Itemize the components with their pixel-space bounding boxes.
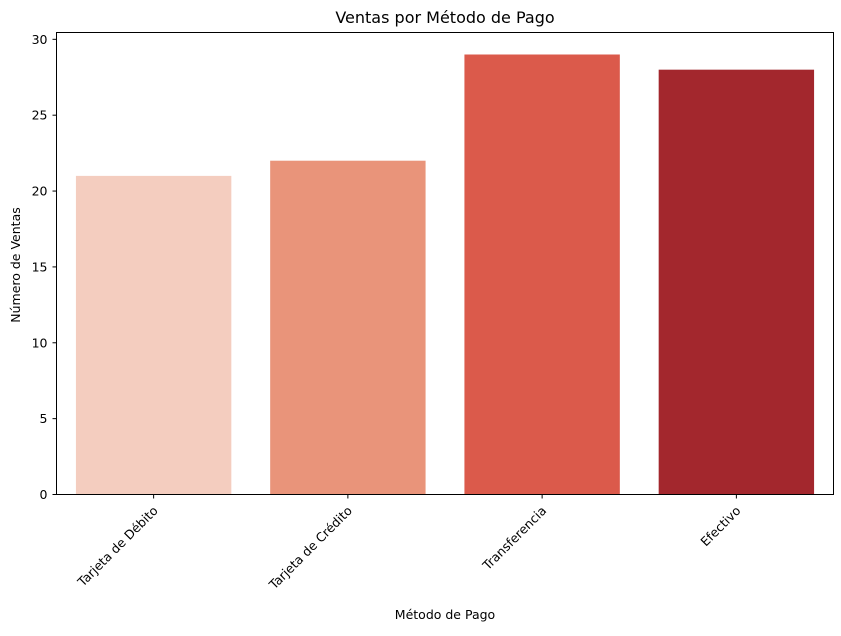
y-tick-label: 15 — [32, 259, 48, 274]
x-tick-label: Efectivo — [697, 503, 743, 549]
y-tick-label: 30 — [32, 32, 48, 47]
bars-layer — [75, 54, 815, 495]
x-axis: Tarjeta de Débito Tarjeta de Crédito Trans… — [74, 494, 743, 593]
bar-0 — [75, 175, 232, 495]
chart-title: Ventas por Método de Pago — [335, 8, 554, 27]
plot-frame — [56, 32, 834, 495]
y-axis: 0 5 10 15 20 25 30 — [32, 32, 57, 502]
x-tick-label: Tarjeta de Crédito — [265, 503, 355, 593]
y-tick-label: 10 — [32, 335, 48, 350]
y-tick-label: 25 — [32, 108, 48, 123]
y-tick-label: 20 — [32, 184, 48, 199]
bar-1 — [270, 160, 426, 495]
bar-3 — [658, 69, 815, 495]
y-tick-label: 5 — [40, 411, 48, 426]
x-tick-label: Tarjeta de Débito — [74, 503, 161, 590]
x-axis-label: Método de Pago — [395, 607, 495, 622]
bar-2 — [464, 54, 620, 495]
y-axis-label: Número de Ventas — [8, 207, 23, 323]
x-tick-label: Transferencia — [479, 503, 549, 573]
y-tick-label: 0 — [40, 487, 48, 502]
